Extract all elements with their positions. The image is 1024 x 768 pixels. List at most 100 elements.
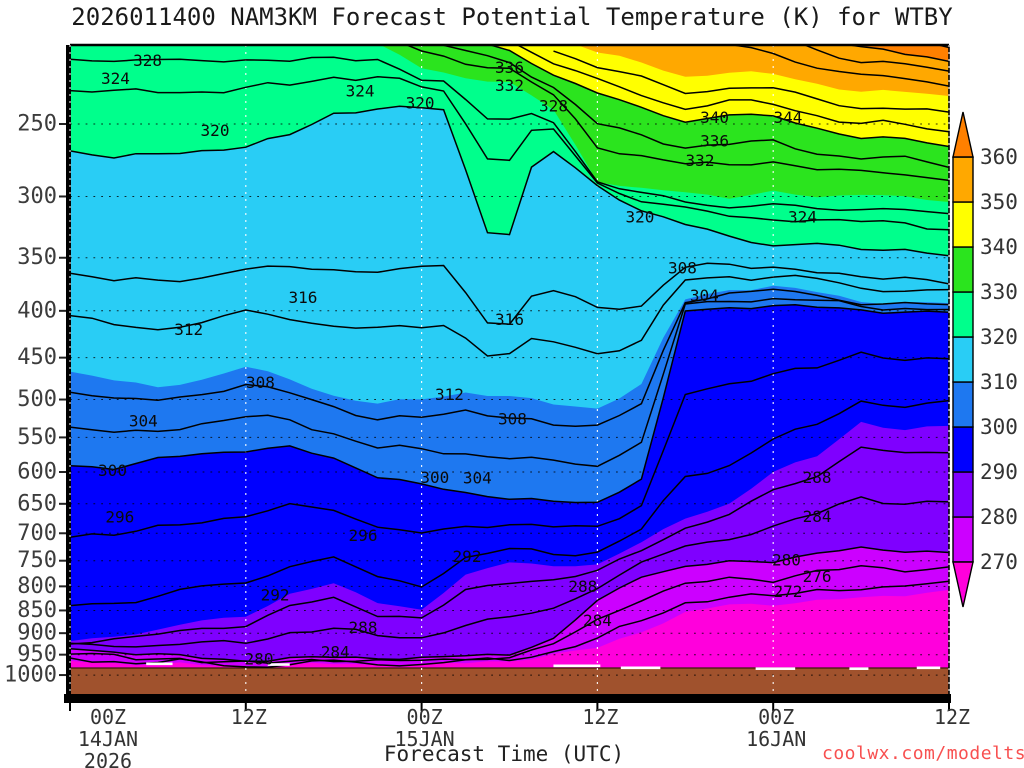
page-title: 2026011400 NAM3KM Forecast Potential Tem… bbox=[71, 3, 953, 31]
contour-344 bbox=[516, 45, 949, 133]
contour-label-304: 304 bbox=[690, 286, 719, 305]
contour-308 bbox=[70, 288, 949, 428]
colorbar-seg-330 bbox=[952, 246, 974, 293]
contour-label-276: 276 bbox=[803, 567, 832, 586]
contour-352 bbox=[727, 45, 949, 87]
colorbar-label-290: 290 bbox=[980, 460, 1018, 484]
contour-label-324: 324 bbox=[101, 69, 130, 88]
contour-label-296: 296 bbox=[105, 508, 134, 527]
contour-label-316: 316 bbox=[288, 288, 317, 307]
contour-label-324: 324 bbox=[788, 208, 817, 227]
band-above-350 bbox=[577, 45, 949, 96]
contour-label-320: 320 bbox=[406, 93, 435, 112]
contour-label-284: 284 bbox=[583, 611, 612, 630]
band-above-360 bbox=[849, 45, 949, 62]
colorbar-label-350: 350 bbox=[980, 190, 1018, 214]
contour-348 bbox=[553, 50, 949, 113]
contour-label-308: 308 bbox=[246, 373, 275, 392]
contour-304 bbox=[70, 297, 949, 468]
white-surface-contours bbox=[146, 662, 941, 670]
colorbar-seg-290 bbox=[952, 426, 974, 473]
x-tick-label: 12Z bbox=[582, 705, 618, 729]
colorbar-label-280: 280 bbox=[980, 505, 1018, 529]
contour-label-280: 280 bbox=[245, 650, 274, 669]
colorbar-label-310: 310 bbox=[980, 370, 1018, 394]
contour-label-328: 328 bbox=[133, 51, 162, 70]
contour-292 bbox=[70, 399, 949, 607]
contour-label-304: 304 bbox=[129, 412, 158, 431]
colorbar-seg-270 bbox=[952, 516, 974, 563]
y-tick-label-700: 700 bbox=[17, 521, 57, 546]
contour-340 bbox=[487, 45, 949, 148]
contour-label-336: 336 bbox=[495, 58, 524, 77]
colorbar-seg-280 bbox=[952, 471, 974, 518]
contour-label-312: 312 bbox=[435, 385, 464, 404]
contour-label-292: 292 bbox=[261, 586, 290, 605]
contour-label-332: 332 bbox=[686, 151, 715, 170]
contour-336 bbox=[438, 45, 949, 169]
x-tick-label: 2026 bbox=[84, 749, 132, 768]
contour-label-280: 280 bbox=[772, 551, 801, 570]
contour-276 bbox=[70, 565, 949, 664]
contour-lines bbox=[70, 45, 949, 668]
y-tick-label-450: 450 bbox=[17, 345, 57, 370]
contour-label-288: 288 bbox=[803, 468, 832, 487]
contour-label-332: 332 bbox=[495, 76, 524, 95]
colorbar-seg-350 bbox=[952, 156, 974, 203]
watermark-link[interactable]: coolwx.com/modelts bbox=[822, 743, 1024, 764]
contour-label-284: 284 bbox=[803, 507, 832, 526]
contour-label-324: 324 bbox=[346, 81, 375, 100]
colorbar-label-340: 340 bbox=[980, 235, 1018, 259]
colorbar-seg-310 bbox=[952, 336, 974, 383]
contour-272 bbox=[70, 580, 949, 668]
y-tick-label-550: 550 bbox=[17, 425, 57, 450]
contour-label-292: 292 bbox=[453, 547, 482, 566]
x-tick-label: 00Z bbox=[407, 705, 443, 729]
y-tick-label-350: 350 bbox=[17, 245, 57, 270]
contour-284 bbox=[70, 496, 949, 648]
x-tick-label: 12Z bbox=[231, 705, 267, 729]
contour-label-312: 312 bbox=[174, 320, 203, 339]
y-tick-label-800: 800 bbox=[17, 574, 57, 599]
colorbar-seg-300 bbox=[952, 381, 974, 428]
terrain-ground bbox=[70, 668, 949, 694]
contour-label-308: 308 bbox=[498, 409, 527, 428]
contour-label-288: 288 bbox=[349, 618, 378, 637]
contour-label-304: 304 bbox=[463, 468, 492, 487]
x-tick-label: 12Z bbox=[934, 705, 970, 729]
colorbar-label-320: 320 bbox=[980, 325, 1018, 349]
contour-label-284: 284 bbox=[321, 643, 350, 662]
y-tick-label-750: 750 bbox=[17, 548, 57, 573]
x-tick-label: 14JAN bbox=[78, 727, 138, 751]
y-axis-line bbox=[66, 45, 71, 703]
x-tick-label: 15JAN bbox=[394, 727, 454, 751]
contour-316 bbox=[70, 262, 949, 325]
contour-label-340: 340 bbox=[700, 108, 729, 127]
colorbar-label-330: 330 bbox=[980, 280, 1018, 304]
y-tick-label-500: 500 bbox=[17, 387, 57, 412]
contour-356 bbox=[802, 45, 949, 72]
contour-label-308: 308 bbox=[668, 258, 697, 277]
contour-label-344: 344 bbox=[773, 108, 802, 127]
contour-324 bbox=[70, 75, 949, 231]
x-axis-title: Forecast Time (UTC) bbox=[383, 742, 625, 766]
contour-label-288: 288 bbox=[568, 577, 597, 596]
colorbar-label-300: 300 bbox=[980, 415, 1018, 439]
colorbar-seg-320 bbox=[952, 291, 974, 338]
contour-label-316: 316 bbox=[495, 310, 524, 329]
colorbar-under-arrow bbox=[952, 561, 974, 608]
contour-label-272: 272 bbox=[773, 582, 802, 601]
contour-328 bbox=[70, 56, 949, 215]
y-tick-label-400: 400 bbox=[17, 298, 57, 323]
y-tick-label-850: 850 bbox=[17, 598, 57, 623]
contour-300 bbox=[70, 303, 949, 504]
y-tick-label-250: 250 bbox=[17, 112, 57, 137]
y-tick-label-300: 300 bbox=[17, 184, 57, 209]
contour-label-328: 328 bbox=[539, 97, 568, 116]
colorbar-seg-340 bbox=[952, 201, 974, 248]
contour-320 bbox=[70, 105, 949, 257]
colorbar-label-360: 360 bbox=[980, 145, 1018, 169]
x-tick-label: 16JAN bbox=[746, 727, 806, 751]
